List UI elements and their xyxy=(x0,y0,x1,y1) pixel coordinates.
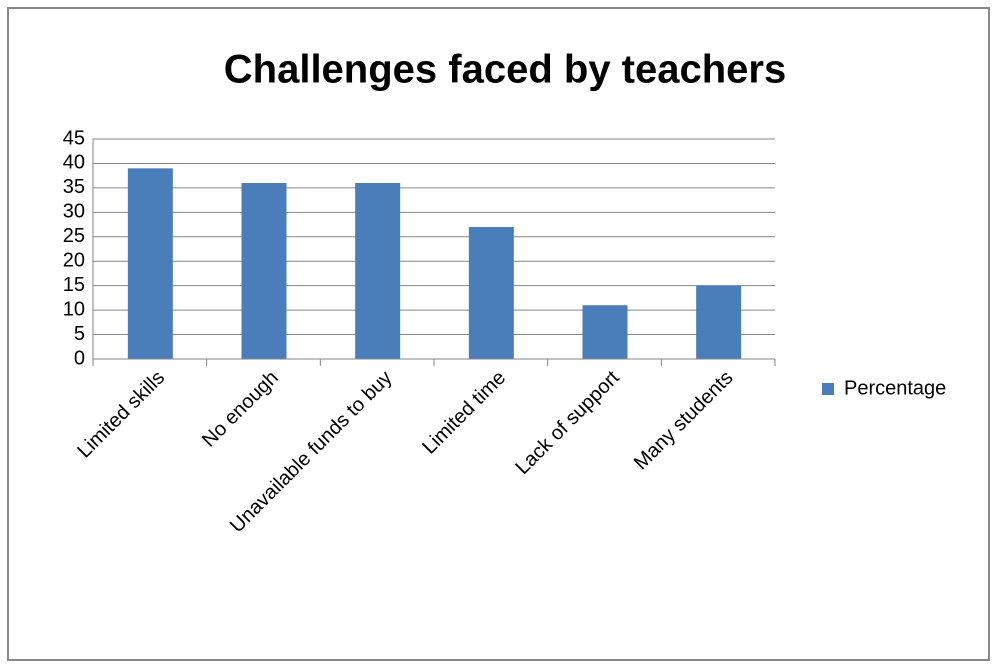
legend-label: Percentage xyxy=(844,377,946,399)
y-tick-label: 25 xyxy=(63,225,85,247)
bar xyxy=(241,183,287,359)
legend-swatch xyxy=(822,383,834,395)
bar xyxy=(468,227,514,359)
bar xyxy=(355,183,401,359)
y-tick-label: 0 xyxy=(74,347,85,369)
bar xyxy=(696,285,742,359)
y-tick-label: 40 xyxy=(63,152,85,174)
y-tick-label: 20 xyxy=(63,250,85,272)
y-tick-label: 45 xyxy=(63,127,85,149)
y-tick-label: 10 xyxy=(63,298,85,320)
bar xyxy=(582,305,628,359)
y-tick-label: 35 xyxy=(63,176,85,198)
bar xyxy=(127,168,173,359)
y-tick-label: 30 xyxy=(63,201,85,223)
y-tick-label: 5 xyxy=(74,323,85,345)
y-tick-label: 15 xyxy=(63,274,85,296)
chart-title: Challenges faced by teachers xyxy=(224,48,786,92)
